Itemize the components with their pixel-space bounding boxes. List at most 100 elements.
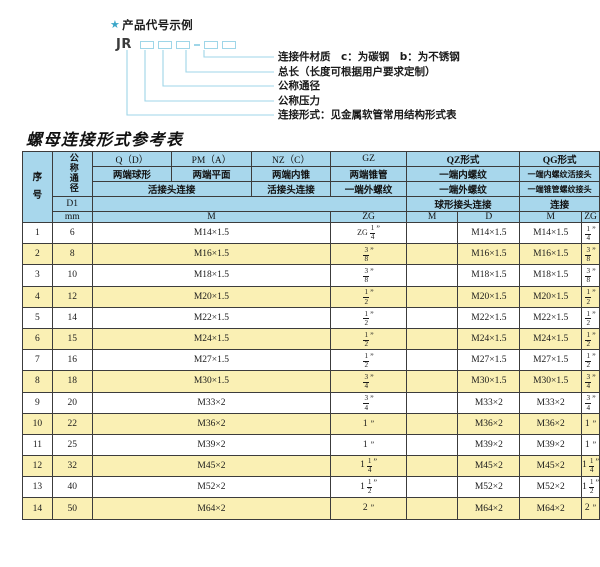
cell-qz-d: M36×2 bbox=[457, 412, 521, 435]
table-row[interactable]: 8 18 M30×1.5 3 4” M30×1.5 M30×1.5 3 4” bbox=[22, 370, 600, 393]
inch-mark: ” bbox=[373, 456, 377, 466]
fraction-numerator: 1 bbox=[366, 456, 373, 467]
header-unit-mm: mm bbox=[51, 211, 93, 223]
cell-qg-zg: 3 8” bbox=[581, 243, 600, 266]
fraction-numerator: 1 bbox=[363, 309, 370, 320]
cell-qz-d: M16×1.5 bbox=[457, 243, 521, 266]
code-box bbox=[176, 41, 190, 49]
inch-mark: ” bbox=[370, 439, 375, 449]
cell-qg-zg: 1 1 4” bbox=[581, 455, 600, 478]
fraction-denominator: 4 bbox=[370, 233, 375, 242]
fraction-whole: 1 bbox=[582, 460, 587, 471]
cell-value: 8 bbox=[35, 376, 40, 387]
header-dn: 公称通径 bbox=[51, 151, 93, 197]
fraction-denominator: 4 bbox=[586, 403, 591, 412]
table-row[interactable]: 9 20 M33×2 3 4” M33×2 M33×2 3 4” bbox=[22, 391, 600, 414]
table-row[interactable]: 6 15 M24×1.5 1 2” M24×1.5 M24×1.5 1 2” bbox=[22, 327, 600, 351]
fraction-value: 2” bbox=[363, 504, 374, 514]
fraction-value: 1 1 2” bbox=[583, 478, 599, 495]
fraction-whole: 1 bbox=[584, 418, 590, 429]
cell-thread-m: M16×1.5 bbox=[91, 243, 332, 266]
cell-qz-d: M24×1.5 bbox=[457, 327, 521, 351]
cell-value: 5 bbox=[35, 312, 40, 323]
fraction-denominator: 2 bbox=[364, 297, 369, 306]
cell-value: M14×1.5 bbox=[533, 228, 569, 239]
fraction-value: 3 8” bbox=[363, 268, 374, 284]
code-prefix-label: JR bbox=[116, 37, 132, 52]
inch-mark: ” bbox=[370, 309, 374, 319]
cell-qg-m: M27×1.5 bbox=[519, 349, 583, 372]
cell-value: M27×1.5 bbox=[193, 355, 230, 366]
cell-thread-m: M27×1.5 bbox=[91, 349, 332, 372]
fraction-denominator: 8 bbox=[586, 255, 591, 264]
cell-value: 13 bbox=[32, 482, 43, 493]
code-example-heading: ★ 产品代号示例 bbox=[110, 17, 193, 33]
inch-mark: ” bbox=[592, 418, 597, 428]
cell-value: 10 bbox=[32, 418, 43, 429]
cell-seq: 11 bbox=[22, 433, 53, 457]
header-conn-label: 连接 bbox=[519, 196, 600, 212]
cell-seq: 5 bbox=[22, 306, 53, 329]
cell-value: M52×2 bbox=[197, 482, 226, 493]
table-row[interactable]: 12 32 M45×2 1 1 4” M45×2 M45×2 1 1 4” bbox=[22, 455, 600, 478]
header-conn-qg: 一端锥管螺纹接头 bbox=[519, 181, 600, 197]
table-row[interactable]: 11 25 M39×2 1” M39×2 M39×2 1” bbox=[22, 433, 600, 457]
fraction-denominator: 8 bbox=[364, 255, 369, 264]
fraction-numerator: 3 bbox=[585, 394, 592, 405]
cell-dn: 40 bbox=[51, 476, 93, 499]
cell-dn: 6 bbox=[51, 221, 93, 245]
fraction-value: 1” bbox=[363, 419, 374, 430]
cell-value: 16 bbox=[67, 355, 77, 366]
cell-value: 6 bbox=[35, 334, 40, 345]
header-dn-text: 公称通径 bbox=[67, 152, 78, 193]
cell-value: 4 bbox=[35, 291, 40, 302]
cell-value: 32 bbox=[67, 461, 77, 472]
cell-dn: 32 bbox=[51, 455, 93, 478]
cell-seq: 1 bbox=[22, 221, 53, 245]
fraction-numerator: 3 bbox=[363, 373, 370, 383]
cell-dn: 15 bbox=[51, 327, 93, 351]
cell-qg-m: M16×1.5 bbox=[519, 243, 583, 266]
cell-value: M45×2 bbox=[474, 461, 503, 472]
inch-mark: ” bbox=[595, 456, 599, 466]
inch-mark: ” bbox=[370, 373, 374, 383]
table-row[interactable]: 5 14 M22×1.5 1 2” M22×1.5 M22×1.5 1 2” bbox=[22, 306, 600, 329]
table-row[interactable]: 13 40 M52×2 1 1 2” M52×2 M52×2 1 1 2” bbox=[22, 476, 600, 499]
fraction-denominator: 8 bbox=[586, 276, 591, 285]
table-row[interactable]: 1 6 M14×1.5 ZG 1 4” M14×1.5 M14×1.5 1 4” bbox=[22, 221, 600, 245]
cell-value: 3 bbox=[35, 270, 40, 281]
fraction-denominator: 2 bbox=[364, 318, 369, 327]
table-row[interactable]: 10 22 M36×2 1” M36×2 M36×2 1” bbox=[22, 412, 600, 435]
table-row[interactable]: 2 8 M16×1.5 3 8” M16×1.5 M16×1.5 3 8” bbox=[22, 243, 600, 266]
fraction-denominator: 2 bbox=[586, 297, 591, 306]
fraction-value: 1 2” bbox=[363, 331, 374, 348]
header-endtype-qz: 一端内螺纹 bbox=[405, 166, 521, 182]
header-endtype-gz: 两端锥管 bbox=[330, 166, 407, 182]
table-row[interactable]: 4 12 M20×1.5 1 2” M20×1.5 M20×1.5 1 2” bbox=[22, 285, 600, 308]
fraction-value: 1 2” bbox=[363, 309, 374, 327]
header-row-codes: 序号 公称通径 Q（D） PM（A） NZ（C） GZ QZ形式 QG形式 bbox=[22, 151, 600, 223]
cell-value: M30×1.5 bbox=[193, 376, 230, 387]
inch-mark: ” bbox=[370, 246, 374, 256]
table-row[interactable]: 14 50 M64×2 2” M64×2 M64×2 2” bbox=[22, 497, 600, 520]
cell-dn: 18 bbox=[51, 370, 93, 393]
table-row[interactable]: 7 16 M27×1.5 1 2” M27×1.5 M27×1.5 1 2” bbox=[22, 349, 600, 372]
inch-mark: ” bbox=[595, 478, 599, 488]
fraction-numerator: 1 bbox=[588, 478, 595, 488]
header-conn-qz: 一端外螺纹 bbox=[405, 181, 521, 197]
cell-value: 9 bbox=[35, 397, 40, 408]
table-row[interactable]: 3 10 M18×1.5 3 8” M18×1.5 M18×1.5 3 8” bbox=[22, 264, 600, 287]
cell-qg-m: M33×2 bbox=[519, 391, 583, 414]
cell-qg-zg: 1 2” bbox=[581, 306, 600, 329]
cell-value: 14 bbox=[67, 312, 77, 323]
cell-value: 11 bbox=[32, 439, 42, 450]
fraction-numerator: 1 bbox=[363, 352, 370, 362]
header-seq-text: 序号 bbox=[32, 171, 43, 201]
fraction-value: 3 8” bbox=[585, 247, 596, 264]
